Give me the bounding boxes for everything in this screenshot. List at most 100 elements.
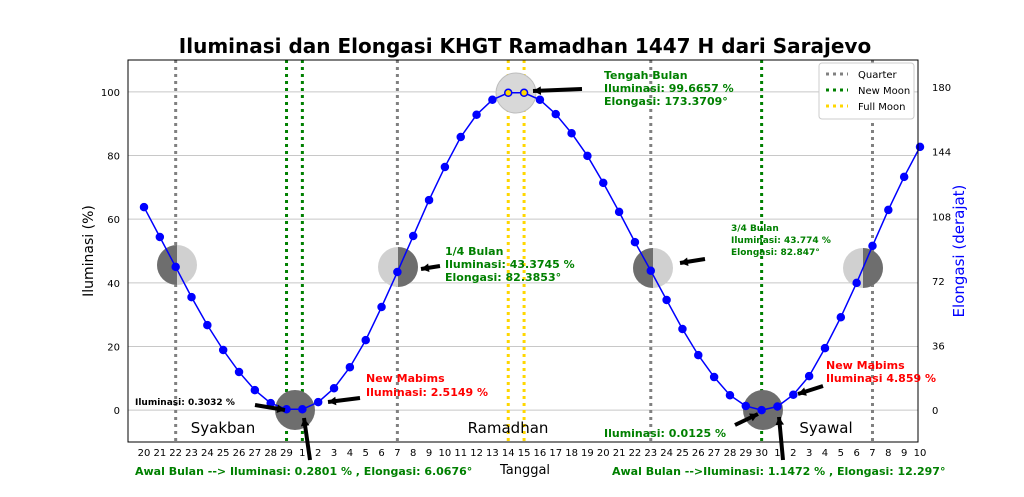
- y-tick-label: 100: [101, 88, 120, 99]
- data-point: [456, 132, 465, 142]
- data-point: [583, 151, 592, 161]
- y-tick-label: 60: [107, 215, 120, 226]
- x-tick-label: 22: [169, 448, 182, 459]
- data-point: [789, 390, 798, 399]
- arrowhead: [775, 417, 785, 426]
- x-tick-label: 30: [755, 448, 768, 459]
- x-tick-label: 5: [838, 448, 844, 459]
- x-tick-label: 3: [331, 448, 337, 459]
- data-point: [171, 262, 180, 272]
- x-tick-label: 9: [426, 448, 432, 459]
- arrowhead: [533, 86, 542, 95]
- data-point: [472, 110, 481, 120]
- x-tick-label: 11: [454, 448, 467, 459]
- x-tick-label: 29: [739, 448, 752, 459]
- x-axis-label: Tanggal: [499, 463, 550, 478]
- data-point: [424, 195, 434, 205]
- data-point: [614, 207, 624, 217]
- data-point: [709, 372, 719, 382]
- x-tick-label: 10: [914, 448, 927, 459]
- plot-frame: [127, 59, 919, 443]
- x-tick-label: 8: [885, 448, 891, 459]
- y-right-tick-label: 36: [932, 342, 945, 353]
- data-point: [298, 405, 307, 414]
- data-point: [393, 267, 402, 277]
- data-point: [852, 278, 861, 288]
- x-tick-label: 9: [901, 448, 907, 459]
- x-tick-label: 27: [708, 448, 721, 459]
- data-point: [139, 202, 149, 212]
- data-point: [187, 292, 196, 302]
- data-point: [868, 241, 877, 251]
- data-point: [662, 295, 671, 305]
- arrowhead: [300, 418, 310, 427]
- month-label: Ramadhan: [468, 419, 549, 437]
- annotation-text: Iluminasi 4.859 %: [826, 372, 936, 385]
- data-point: [361, 335, 370, 345]
- moon-shadow-icon: [633, 248, 653, 288]
- x-tick-label: 1: [774, 448, 780, 459]
- x-tick-label: 7: [869, 448, 875, 459]
- x-tick-label: 8: [410, 448, 416, 459]
- x-tick-label: 25: [676, 448, 689, 459]
- x-tick-label: 17: [549, 448, 562, 459]
- y-right-tick-label: 108: [932, 212, 951, 223]
- x-tick-label: 20: [597, 448, 610, 459]
- moon-shadow-icon: [157, 245, 177, 285]
- data-point: [567, 128, 576, 138]
- data-point: [899, 172, 909, 182]
- data-point: [155, 232, 165, 242]
- data-point: [725, 390, 735, 400]
- x-tick-label: 26: [692, 448, 705, 459]
- data-point: [884, 205, 893, 215]
- moon-shadow-icon: [863, 248, 883, 288]
- data-point: [599, 178, 608, 188]
- month-label: Syakban: [191, 419, 256, 437]
- data-point: [503, 88, 513, 98]
- x-tick-label: 10: [439, 448, 452, 459]
- data-point: [646, 266, 656, 275]
- annotation-text: Awal Bulan -->Iluminasi: 1.1472 % , Elon…: [612, 465, 945, 478]
- data-point: [551, 109, 561, 119]
- y-right-tick-label: 72: [932, 277, 945, 288]
- annotation-text: Awal Bulan --> Iluminasi: 0.2801 % , Elo…: [135, 465, 472, 478]
- annotation-text: Iluminasi: 43.774 %: [731, 236, 831, 246]
- annotation-text: Iluminasi: 0.3032 %: [135, 398, 235, 408]
- y-right-axis-label: Elongasi (derajat): [950, 185, 968, 318]
- x-tick-label: 19: [581, 448, 594, 459]
- data-point: [440, 162, 450, 172]
- x-tick-label: 6: [378, 448, 384, 459]
- data-point: [234, 367, 244, 377]
- x-tick-label: 27: [248, 448, 261, 459]
- x-tick-label: 23: [185, 448, 198, 459]
- y-right-tick-label: 0: [932, 406, 938, 417]
- y-right-tick-label: 144: [932, 148, 951, 159]
- x-tick-label: 7: [394, 448, 400, 459]
- arrowhead: [276, 404, 285, 413]
- x-tick-label: 14: [502, 448, 515, 459]
- x-tick-label: 2: [790, 448, 796, 459]
- data-point: [741, 401, 751, 411]
- x-tick-label: 15: [518, 448, 531, 459]
- x-tick-label: 28: [264, 448, 277, 459]
- legend-label: Full Moon: [858, 102, 905, 113]
- data-point: [313, 397, 323, 407]
- annotation-text: 3/4 Bulan: [731, 224, 779, 234]
- moon-shadow-icon: [398, 247, 418, 287]
- data-point: [836, 312, 846, 322]
- data-point: [519, 88, 529, 98]
- month-label: Syawal: [799, 419, 852, 437]
- arrow: [532, 87, 583, 93]
- annotation-text: New Mabims: [366, 372, 445, 385]
- data-point: [630, 237, 640, 247]
- arrowhead: [749, 413, 758, 422]
- data-point: [377, 302, 386, 312]
- y-right-tick-label: 180: [932, 83, 951, 94]
- x-tick-label: 29: [280, 448, 293, 459]
- data-point: [203, 320, 212, 330]
- x-tick-label: 3: [806, 448, 812, 459]
- x-tick-label: 18: [565, 448, 578, 459]
- x-tick-label: 4: [347, 448, 353, 459]
- x-tick-label: 13: [486, 448, 499, 459]
